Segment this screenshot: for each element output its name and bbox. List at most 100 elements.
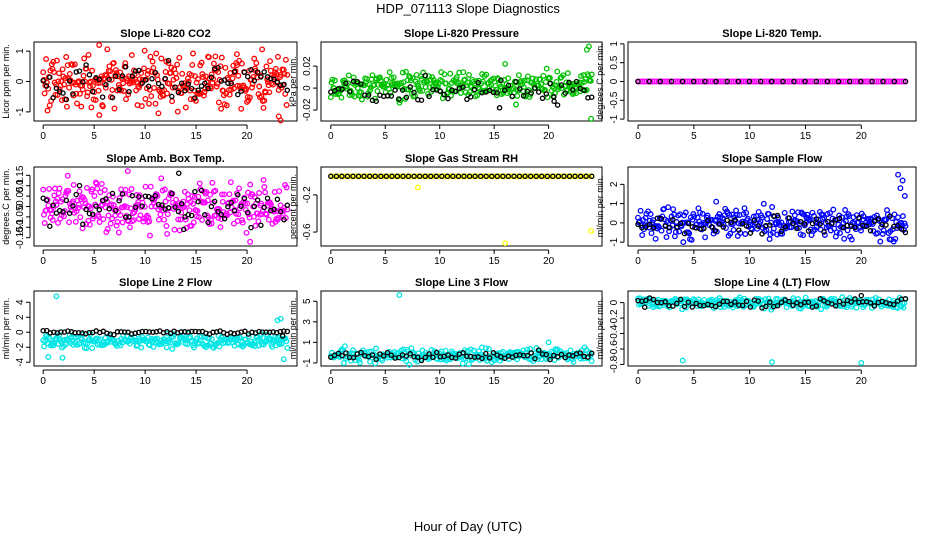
data-point <box>743 298 750 305</box>
data-point <box>577 173 584 180</box>
data-point <box>524 352 531 359</box>
data-point <box>327 94 334 101</box>
data-point <box>178 209 185 216</box>
data-point <box>801 221 808 227</box>
data-point <box>56 70 62 77</box>
data-point <box>161 186 168 193</box>
data-point <box>126 191 133 198</box>
data-point <box>389 173 395 180</box>
data-point <box>125 91 132 98</box>
data-point <box>229 75 236 82</box>
data-point <box>263 63 270 70</box>
data-point <box>188 212 195 219</box>
data-point <box>390 74 397 81</box>
data-point <box>712 227 719 234</box>
data-point <box>174 61 181 68</box>
data-point <box>747 304 754 310</box>
data-point <box>99 103 106 110</box>
data-point <box>567 347 574 354</box>
data-point <box>858 359 865 366</box>
data-point <box>403 68 409 75</box>
data-point <box>418 357 425 364</box>
data-point <box>147 183 154 190</box>
data-point <box>271 76 277 83</box>
data-point <box>586 173 592 180</box>
data-point <box>426 93 432 100</box>
data-point <box>501 173 508 180</box>
data-point <box>902 229 909 236</box>
data-point <box>546 75 553 82</box>
x-tick-label: 15 <box>489 131 501 142</box>
data-point <box>837 230 843 237</box>
data-point <box>59 66 66 73</box>
panel-4: Slope Amb. Box Temp. degrees.C per min. 0 5… <box>1 153 298 267</box>
data-point <box>44 107 51 114</box>
data-point <box>284 71 291 78</box>
data-point <box>791 78 797 85</box>
data-point <box>899 213 906 220</box>
data-point <box>554 102 561 108</box>
data-point <box>635 221 641 228</box>
data-point <box>78 103 85 110</box>
data-point <box>489 173 495 180</box>
data-point <box>457 90 464 96</box>
data-point <box>73 191 79 198</box>
data-point <box>148 93 155 100</box>
data-point <box>450 173 456 180</box>
data-point <box>475 79 481 86</box>
data-point <box>113 222 120 229</box>
data-point <box>109 193 116 200</box>
data-point <box>80 221 86 228</box>
data-point <box>107 220 114 227</box>
data-point <box>339 352 345 359</box>
data-point <box>274 79 281 86</box>
data-point <box>532 355 538 362</box>
x-tick-label: 5 <box>691 131 697 142</box>
data-point <box>275 214 282 221</box>
y-tick-label: -0.4 <box>609 324 620 342</box>
data-point <box>483 357 490 364</box>
data-point <box>146 218 153 225</box>
data-point <box>681 303 688 310</box>
x-tick-label: 15 <box>191 256 203 267</box>
data-point <box>43 197 50 203</box>
data-point <box>394 80 401 87</box>
data-point <box>685 299 692 305</box>
data-point <box>184 341 191 348</box>
data-point <box>105 212 112 219</box>
data-point <box>230 220 237 227</box>
data-point <box>182 87 188 94</box>
data-point <box>887 213 893 219</box>
data-point <box>502 240 509 247</box>
data-point <box>163 344 170 351</box>
data-point <box>89 82 96 89</box>
series-all <box>40 293 291 363</box>
data-point <box>283 338 290 345</box>
y-tick-label: -1 <box>15 107 26 116</box>
data-point <box>550 173 556 180</box>
data-point <box>515 72 522 79</box>
data-point <box>724 298 730 305</box>
data-point <box>898 226 905 232</box>
data-point <box>124 168 131 175</box>
plot-frame <box>320 166 603 247</box>
data-point <box>872 294 879 301</box>
data-point <box>518 78 525 84</box>
data-point <box>215 99 222 106</box>
data-point <box>246 94 253 101</box>
data-point <box>539 95 546 102</box>
data-point <box>238 105 245 112</box>
data-point <box>182 216 189 223</box>
y-axis-label: kPa per min. <box>288 56 298 107</box>
data-point <box>65 187 72 194</box>
data-point <box>852 224 858 231</box>
data-point <box>208 203 215 210</box>
data-point <box>256 190 263 196</box>
data-point <box>328 173 334 180</box>
data-point <box>239 219 246 226</box>
data-point <box>639 232 646 239</box>
panel-title: Slope Line 4 (LT) Flow <box>714 277 830 289</box>
data-point <box>479 355 485 362</box>
data-point <box>713 78 719 85</box>
